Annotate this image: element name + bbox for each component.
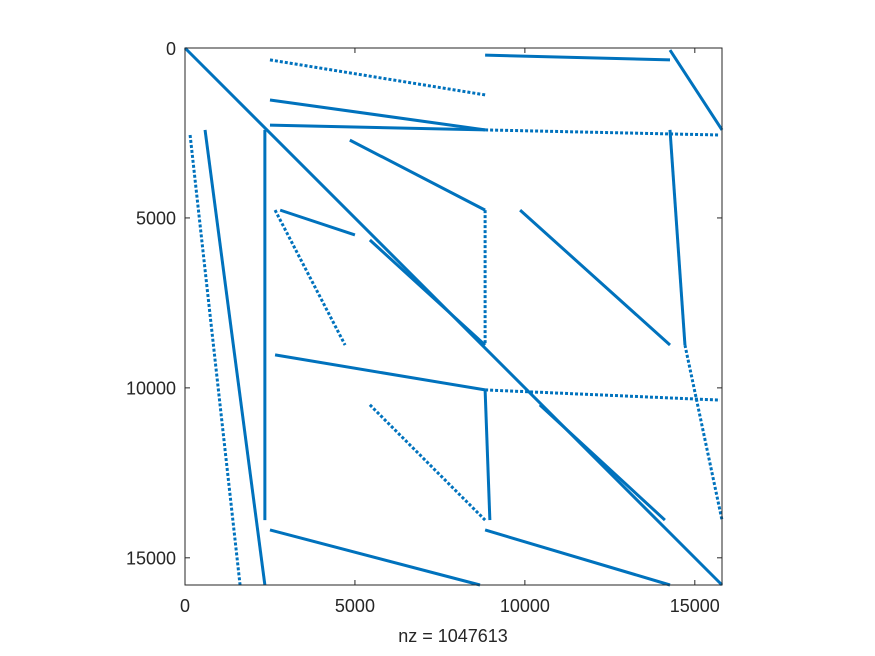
x-axis-label: nz = 1047613 xyxy=(398,626,508,646)
nonzero-band xyxy=(485,388,721,402)
nonzero-band xyxy=(349,138,486,212)
nonzero-band xyxy=(269,58,486,97)
x-tick-label: 5000 xyxy=(335,596,375,616)
nonzero-band xyxy=(273,209,347,346)
x-tick-label: 10000 xyxy=(500,596,550,616)
nonzero-band xyxy=(269,528,481,587)
x-tick-label: 15000 xyxy=(670,596,720,616)
nonzero-band xyxy=(279,208,356,237)
nonzero-band xyxy=(538,403,666,522)
nonzero-band xyxy=(668,129,687,346)
nonzero-band xyxy=(485,128,720,137)
y-tick-label: 15000 xyxy=(126,549,176,569)
y-tick-label: 0 xyxy=(166,39,176,59)
y-tick-label: 5000 xyxy=(136,209,176,229)
nonzero-band xyxy=(368,238,487,347)
y-tick-label: 10000 xyxy=(126,379,176,399)
nonzero-band xyxy=(484,528,671,587)
nonzero-band xyxy=(274,353,486,392)
nonzero-band xyxy=(203,129,267,586)
nonzero-band xyxy=(668,49,724,131)
nonzero-band xyxy=(269,98,486,132)
nonzero-band xyxy=(519,209,672,347)
plot-frame xyxy=(184,47,723,586)
nonzero-band xyxy=(368,403,487,522)
x-tick-label: 0 xyxy=(180,596,190,616)
nonzero-band xyxy=(485,53,671,62)
nonzero-band xyxy=(188,134,242,586)
nonzero-band xyxy=(269,123,486,132)
nonzero-band xyxy=(483,389,492,521)
